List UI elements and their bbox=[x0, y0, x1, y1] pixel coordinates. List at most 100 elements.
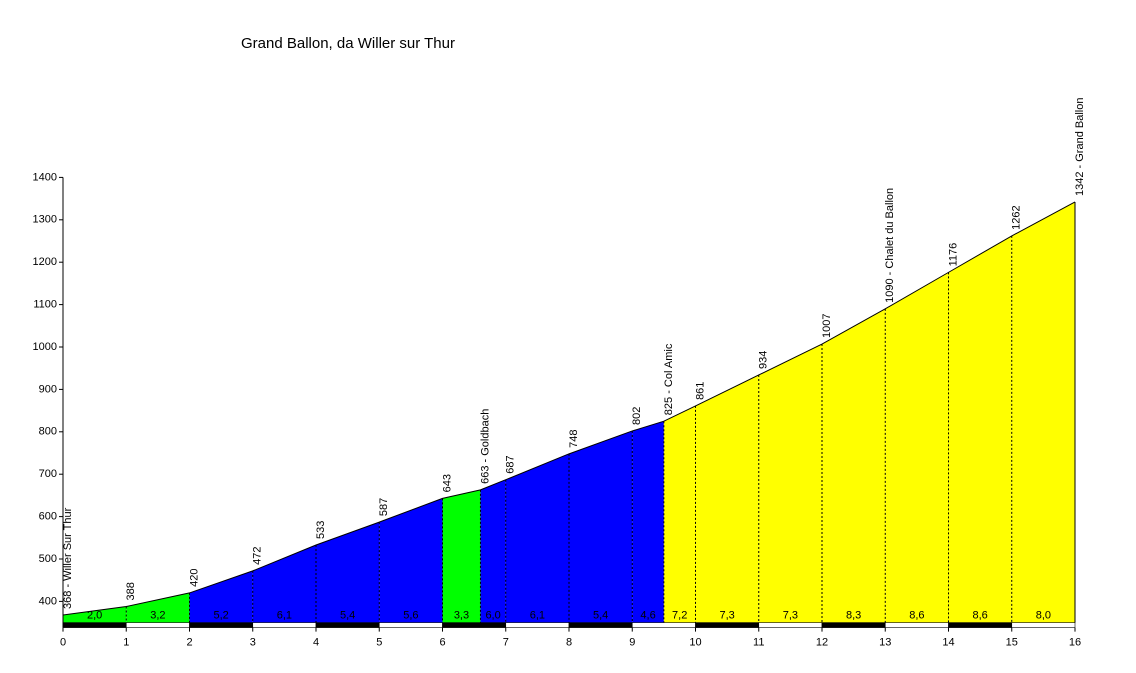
point-label: 1342 - Grand Ballon bbox=[1074, 98, 1086, 196]
segment-fill bbox=[948, 235, 1012, 623]
x-tick-label: 0 bbox=[60, 637, 66, 649]
segment-fill bbox=[695, 374, 759, 623]
point-label: 1090 - Chalet du Ballon bbox=[884, 188, 896, 303]
point-label: 861 bbox=[694, 382, 706, 400]
y-tick-label: 500 bbox=[39, 553, 57, 565]
segment-fill bbox=[480, 479, 506, 623]
gradient-label: 5,4 bbox=[340, 610, 355, 622]
x-tick-label: 10 bbox=[689, 637, 701, 649]
km-bar bbox=[378, 622, 443, 628]
segment-fill bbox=[822, 308, 886, 623]
segment-fill bbox=[189, 570, 253, 623]
point-label: 368 - Willer Sur Thur bbox=[62, 507, 74, 609]
km-bar bbox=[758, 622, 823, 628]
chart-title: Grand Ballon, da Willer sur Thur bbox=[241, 35, 455, 52]
y-tick-label: 1300 bbox=[33, 214, 57, 226]
point-label: 472 bbox=[252, 547, 264, 565]
km-bar bbox=[1011, 622, 1076, 628]
gradient-label: 5,6 bbox=[403, 610, 418, 622]
profile-line bbox=[62, 201, 1076, 616]
x-tick-label: 2 bbox=[186, 637, 192, 649]
km-bar bbox=[821, 622, 886, 628]
point-label: 1176 bbox=[947, 243, 959, 267]
km-bar bbox=[442, 622, 507, 628]
x-tick-label: 9 bbox=[629, 637, 635, 649]
gradient-label: 8,6 bbox=[972, 610, 987, 622]
segment-fill bbox=[442, 489, 481, 623]
km-bar bbox=[695, 622, 760, 628]
point-label: 587 bbox=[378, 498, 390, 516]
point-label: 825 - Col Amic bbox=[663, 343, 675, 415]
segment-fill bbox=[569, 430, 633, 623]
y-tick-label: 1400 bbox=[33, 171, 57, 183]
km-bar bbox=[252, 622, 317, 628]
point-label: 687 bbox=[505, 455, 517, 473]
point-label: 420 bbox=[188, 569, 200, 587]
segment-fill bbox=[63, 606, 127, 623]
gradient-label: 7,2 bbox=[672, 610, 687, 622]
x-tick-label: 15 bbox=[1006, 637, 1018, 649]
segment-fill bbox=[505, 453, 569, 623]
x-tick-label: 12 bbox=[816, 637, 828, 649]
y-tick-label: 700 bbox=[39, 468, 57, 480]
gradient-label: 5,4 bbox=[593, 610, 608, 622]
x-tick-label: 1 bbox=[123, 637, 129, 649]
km-bar bbox=[568, 622, 633, 628]
segment-fill bbox=[126, 592, 190, 623]
gradient-label: 8,3 bbox=[846, 610, 861, 622]
point-label: 748 bbox=[568, 429, 580, 447]
y-tick-label: 600 bbox=[39, 511, 57, 523]
gradient-label: 6,0 bbox=[485, 610, 500, 622]
km-bar bbox=[948, 622, 1013, 628]
segment-fill bbox=[885, 272, 949, 623]
x-tick-label: 3 bbox=[250, 637, 256, 649]
point-label: 1262 bbox=[1011, 205, 1023, 229]
x-tick-label: 8 bbox=[566, 637, 572, 649]
y-tick-label: 800 bbox=[39, 426, 57, 438]
segment-fill bbox=[758, 344, 822, 623]
x-tick-label: 14 bbox=[942, 637, 954, 649]
segment-fill bbox=[1011, 201, 1075, 623]
km-bar bbox=[505, 622, 570, 628]
gradient-label: 6,1 bbox=[530, 610, 545, 622]
gradient-label: 7,3 bbox=[719, 610, 734, 622]
x-tick-label: 11 bbox=[753, 637, 764, 649]
x-tick-label: 6 bbox=[439, 637, 445, 649]
y-tick-label: 900 bbox=[39, 383, 57, 395]
segment-fill bbox=[632, 421, 664, 623]
gradient-label: 8,6 bbox=[909, 610, 924, 622]
km-bar bbox=[884, 622, 949, 628]
gradient-label: 3,3 bbox=[454, 610, 469, 622]
segment-fill bbox=[663, 405, 696, 623]
x-tick-label: 7 bbox=[503, 637, 509, 649]
gradient-label: 7,3 bbox=[783, 610, 798, 622]
gradient-label: 5,2 bbox=[213, 610, 228, 622]
point-label: 934 bbox=[758, 351, 770, 369]
km-bar bbox=[125, 622, 190, 628]
x-tick-label: 13 bbox=[879, 637, 891, 649]
point-label: 802 bbox=[631, 407, 643, 425]
x-tick-label: 16 bbox=[1069, 637, 1081, 649]
x-tick-label: 4 bbox=[313, 637, 319, 649]
km-bar bbox=[315, 622, 380, 628]
km-bar bbox=[631, 622, 696, 628]
point-label: 533 bbox=[315, 521, 327, 539]
point-label: 1007 bbox=[821, 314, 833, 338]
point-label: 643 bbox=[441, 474, 453, 492]
x-tick-label: 5 bbox=[376, 637, 382, 649]
gradient-label: 8,0 bbox=[1036, 610, 1051, 622]
y-tick-label: 1200 bbox=[33, 256, 57, 268]
y-tick-label: 400 bbox=[39, 595, 57, 607]
point-label: 388 bbox=[125, 582, 137, 600]
gradient-label: 3,2 bbox=[150, 610, 165, 622]
point-label: 663 - Goldbach bbox=[479, 409, 491, 484]
gradient-label: 4,6 bbox=[640, 610, 655, 622]
gradient-label: 2,0 bbox=[87, 610, 102, 622]
y-tick-label: 1100 bbox=[33, 299, 57, 311]
segment-fill bbox=[316, 522, 380, 623]
gradient-label: 6,1 bbox=[277, 610, 292, 622]
segment-fill bbox=[379, 498, 443, 623]
km-bar bbox=[189, 622, 254, 628]
y-tick-label: 1000 bbox=[33, 341, 57, 353]
